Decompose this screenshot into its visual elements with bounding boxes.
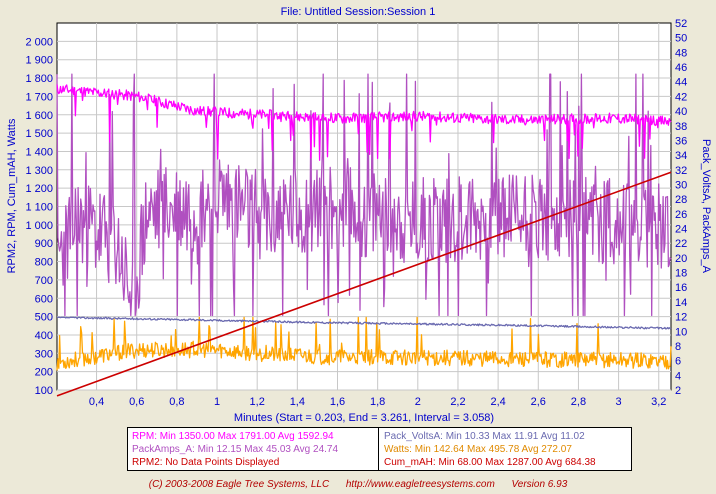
y-left-tick-label: 1 300 <box>25 165 53 177</box>
legend-entry-cum-mah: Cum_mAH: Min 68.00 Max 1287.00 Avg 684.3… <box>384 457 596 468</box>
y-right-axis-ticks: 2468101214161820222426283032343638404244… <box>675 18 687 397</box>
y-left-tick-label: 1 600 <box>25 110 53 122</box>
y-left-tick-label: 400 <box>35 330 53 342</box>
y-right-tick-label: 28 <box>675 194 687 206</box>
series-line-rpm <box>56 84 672 161</box>
x-tick-label: 2,4 <box>490 396 505 408</box>
y-right-tick-label: 26 <box>675 209 687 221</box>
y-left-tick-label: 1 200 <box>25 183 53 195</box>
y-left-tick-label: 600 <box>35 293 53 305</box>
y-left-tick-label: 1 100 <box>25 202 53 214</box>
series-line-cum-mah <box>56 171 672 397</box>
y-right-tick-label: 18 <box>675 268 687 280</box>
x-tick-label: 0,8 <box>169 396 184 408</box>
y-right-tick-label: 40 <box>675 106 687 118</box>
y-right-tick-label: 4 <box>675 370 681 382</box>
x-tick-label: 3,2 <box>651 396 666 408</box>
x-tick-label: 3 <box>616 396 622 408</box>
y-right-tick-label: 34 <box>675 150 687 162</box>
x-tick-label: 1,2 <box>250 396 265 408</box>
legend-entry-pack-volts: Pack_VoltsA: Min 10.33 Max 11.91 Avg 11.… <box>384 431 585 442</box>
y-right-tick-label: 38 <box>675 121 687 133</box>
legend-entry-watts: Watts: Min 142.64 Max 495.78 Avg 272.07 <box>384 444 572 455</box>
x-tick-label: 1,8 <box>370 396 385 408</box>
x-axis-ticks: 0,4 0,6 0,8 1 1,2 1,4 1,6 1,8 2 2,2 2,4 2,6 2,8 3 3,2 <box>89 396 666 408</box>
x-tick-label: 0,4 <box>89 396 104 408</box>
y-right-tick-label: 14 <box>675 297 687 309</box>
y-left-tick-label: 800 <box>35 257 53 269</box>
legend-entry-rpm2: RPM2: No Data Points Displayed <box>132 457 280 468</box>
y-right-tick-label: 32 <box>675 165 687 177</box>
x-tick-label: 2 <box>415 396 421 408</box>
y-right-tick-label: 52 <box>675 18 687 30</box>
footer-copyright: (C) 2003-2008 Eagle Tree Systems, LLC ht… <box>148 479 568 490</box>
y-right-tick-label: 50 <box>675 33 687 45</box>
y-right-tick-label: 6 <box>675 356 681 368</box>
y-left-tick-label: 500 <box>35 312 53 324</box>
legend-entry-packamps: PackAmps_A: Min 12.15 Max 45.03 Avg 24.7… <box>132 444 339 455</box>
y-right-tick-label: 8 <box>675 341 681 353</box>
y-right-tick-label: 48 <box>675 47 687 59</box>
y-left-tick-label: 2 000 <box>25 36 53 48</box>
y-right-tick-label: 20 <box>675 253 687 265</box>
x-tick-label: 1,6 <box>330 396 345 408</box>
y-left-tick-label: 1 400 <box>25 146 53 158</box>
y-right-tick-label: 44 <box>675 77 687 89</box>
chart-title: File: Untitled Session:Session 1 <box>281 6 436 18</box>
y-right-tick-label: 10 <box>675 326 687 338</box>
y-right-tick-label: 12 <box>675 312 687 324</box>
y-right-tick-label: 36 <box>675 135 687 147</box>
y-left-tick-label: 1 000 <box>25 220 53 232</box>
legend: RPM: Min 1350.00 Max 1791.00 Avg 1592.94… <box>127 427 632 471</box>
x-axis-label: Minutes (Start = 0.203, End = 3.261, Int… <box>234 412 494 424</box>
legend-entry-rpm: RPM: Min 1350.00 Max 1791.00 Avg 1592.94 <box>132 431 334 442</box>
y-left-axis-label: RPM2, RPM, Cum_mAH, Watts <box>6 118 18 273</box>
y-left-tick-label: 200 <box>35 367 53 379</box>
x-tick-label: 2,2 <box>450 396 465 408</box>
y-left-tick-label: 900 <box>35 238 53 250</box>
y-left-tick-label: 300 <box>35 348 53 360</box>
y-right-axis-label: Pack_VoltsA, PackAmps_A <box>700 139 712 274</box>
y-right-tick-label: 42 <box>675 91 687 103</box>
y-right-tick-label: 2 <box>675 385 681 397</box>
series-line-watts <box>56 316 672 371</box>
y-right-tick-label: 24 <box>675 224 687 236</box>
x-tick-label: 2,8 <box>571 396 586 408</box>
y-left-tick-label: 1 700 <box>25 91 53 103</box>
series-line-pack-voltsa <box>57 316 672 330</box>
y-left-tick-label: 1 900 <box>25 55 53 67</box>
y-right-tick-label: 22 <box>675 238 687 250</box>
x-tick-label: 1,4 <box>290 396 305 408</box>
y-left-tick-label: 1 800 <box>25 73 53 85</box>
x-tick-label: 2,6 <box>531 396 546 408</box>
x-tick-label: 1 <box>214 396 220 408</box>
y-right-tick-label: 16 <box>675 282 687 294</box>
series-layer <box>56 73 672 397</box>
legend-divider <box>378 428 379 470</box>
y-left-tick-label: 700 <box>35 275 53 287</box>
y-left-tick-label: 100 <box>35 385 53 397</box>
grid <box>57 23 671 391</box>
y-left-tick-label: 1 500 <box>25 128 53 140</box>
y-right-tick-label: 46 <box>675 62 687 74</box>
y-right-tick-label: 30 <box>675 179 687 191</box>
y-left-axis-ticks: 100 200 300 400 500 600 700 800 900 1 000 1 100 1 2… <box>25 36 53 397</box>
series-line-packamps-a <box>56 73 672 317</box>
x-tick-label: 0,6 <box>129 396 144 408</box>
